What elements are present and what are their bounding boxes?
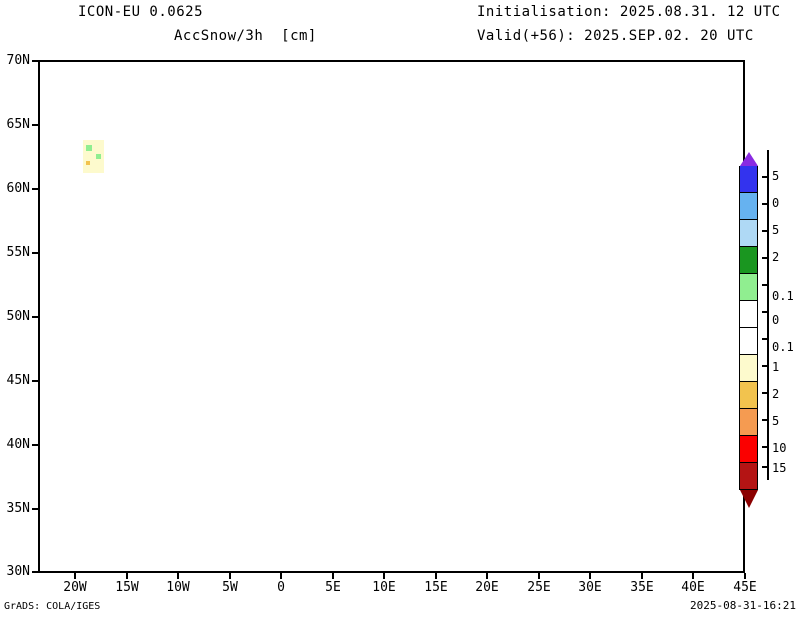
lon-label-30E: 30E [578,580,602,595]
lon-label-40E: 40E [681,580,705,595]
colorbar-label-10: 10 [772,441,787,455]
colorbar-label-1: 0 [772,196,780,210]
colorbar-swatch-1 [739,193,758,220]
lon-tick-15E [435,573,437,579]
lon-tick-0 [280,573,282,579]
lon-tick-5E [332,573,334,579]
colorbar-swatch-11 [739,463,758,490]
lon-tick-15W [126,573,128,579]
colorbar-cap-top [739,152,758,166]
lon-tick-10W [177,573,179,579]
colorbar-tick-7 [762,365,769,367]
lat-tick-60N [32,188,38,190]
snow-patch-iceland-core3 [85,160,90,166]
colorbar-tick-0 [762,176,769,178]
lat-label-50N: 50N [6,309,30,324]
colorbar-swatch-7 [739,355,758,382]
colorbar-swatch-4 [739,274,758,301]
colorbar-label-7: 1 [772,360,780,374]
colorbar-label-2: 5 [772,223,780,237]
initialisation-time: Initialisation: 2025.08.31. 12 UTC [477,4,781,20]
lon-label-5E: 5E [325,580,341,595]
snow-patch-iceland-core [86,145,92,152]
lon-tick-25E [538,573,540,579]
lon-label-20W: 20W [63,580,87,595]
colorbar-swatch-10 [739,436,758,463]
lon-label-35E: 35E [630,580,654,595]
lon-tick-20E [486,573,488,579]
lon-tick-20W [74,573,76,579]
lat-label-30N: 30N [6,564,30,579]
colorbar-tick-11 [762,466,769,468]
lat-label-70N: 70N [6,53,30,68]
lon-tick-5W [229,573,231,579]
map-plot-area [38,60,745,573]
lat-tick-70N [32,60,38,62]
lat-label-55N: 55N [6,245,30,260]
colorbar-label-4: 0.1 [772,289,794,303]
lon-label-5W: 5W [222,580,238,595]
colorbar-swatch-6 [739,328,758,355]
lon-tick-30E [589,573,591,579]
colorbar-swatch-5 [739,301,758,328]
lat-tick-45N [32,380,38,382]
lon-tick-45E [744,573,746,579]
lon-label-45E: 45E [733,580,757,595]
lon-label-10E: 10E [372,580,396,595]
valid-time: Valid(+56): 2025.SEP.02. 20 UTC [477,28,754,44]
lon-tick-10E [383,573,385,579]
lat-tick-35N [32,508,38,510]
colorbar-swatch-9 [739,409,758,436]
lon-label-15E: 15E [424,580,448,595]
colorbar-label-8: 2 [772,387,780,401]
colorbar [739,152,758,508]
lat-tick-30N [32,571,38,573]
lat-tick-40N [32,444,38,446]
colorbar-tick-6 [762,338,769,340]
lat-label-60N: 60N [6,181,30,196]
colorbar-tick-9 [762,419,769,421]
colorbar-swatch-2 [739,220,758,247]
colorbar-tick-1 [762,203,769,205]
lon-label-10W: 10W [166,580,190,595]
colorbar-tick-3 [762,257,769,259]
footer-credit: GrADS: COLA/IGES [4,601,101,612]
lat-label-35N: 35N [6,501,30,516]
lat-tick-55N [32,252,38,254]
colorbar-tick-4 [762,284,769,286]
colorbar-axis-line [767,150,769,480]
colorbar-tick-10 [762,446,769,448]
lat-tick-65N [32,124,38,126]
lon-label-0: 0 [277,580,285,595]
coastline-map [40,62,743,571]
colorbar-tick-5 [762,311,769,313]
lon-tick-40E [692,573,694,579]
colorbar-swatch-3 [739,247,758,274]
colorbar-swatch-0 [739,166,758,193]
lon-label-20E: 20E [475,580,499,595]
colorbar-tick-2 [762,230,769,232]
lon-tick-35E [641,573,643,579]
lon-label-15W: 15W [115,580,139,595]
footer-timestamp: 2025-08-31-16:21 [690,599,796,612]
lat-label-65N: 65N [6,117,30,132]
colorbar-label-5: 0 [772,313,780,327]
colorbar-label-0: 5 [772,169,780,183]
model-title: ICON-EU 0.0625 [78,4,204,20]
colorbar-cap-bottom [739,490,758,508]
lat-label-45N: 45N [6,373,30,388]
colorbar-label-11: 15 [772,461,787,475]
colorbar-tick-8 [762,392,769,394]
lon-label-25E: 25E [527,580,551,595]
colorbar-swatch-8 [739,382,758,409]
colorbar-label-3: 2 [772,250,780,264]
lat-label-40N: 40N [6,437,30,452]
snow-patch-iceland-core2 [95,153,101,160]
variable-title: AccSnow/3h [cm] [174,28,317,44]
lat-tick-50N [32,316,38,318]
colorbar-label-9: 5 [772,414,780,428]
colorbar-label-6: 0.1 [772,340,794,354]
